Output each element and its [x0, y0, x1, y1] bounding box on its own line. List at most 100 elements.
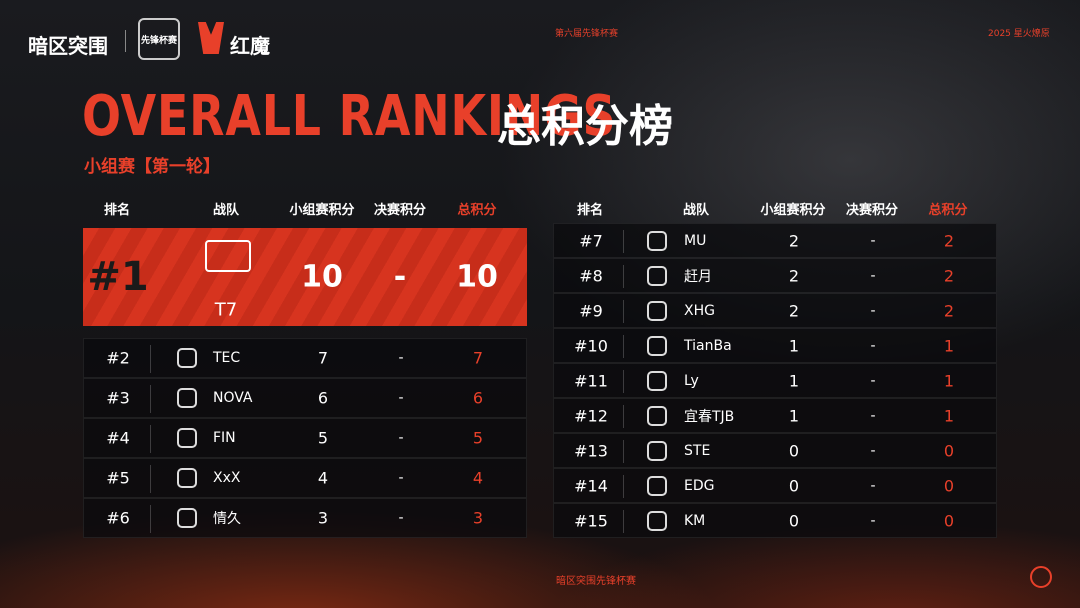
total-points: 7	[472, 348, 484, 368]
rank: #1	[87, 254, 149, 300]
final-points: -	[870, 232, 876, 249]
table-row: #3 NOVA 6 - 6	[83, 378, 527, 418]
team: STE	[684, 442, 711, 459]
total-points: 1	[943, 371, 955, 390]
team: MU	[684, 232, 707, 249]
separator	[623, 405, 624, 428]
table-row: #5 XxX 4 - 4	[83, 458, 527, 498]
total-points: 3	[472, 508, 484, 528]
final-points: -	[870, 512, 876, 529]
separator	[623, 300, 624, 323]
team: TianBa	[684, 337, 732, 354]
team-logo	[647, 230, 667, 251]
team-logo	[647, 440, 667, 461]
team: KM	[684, 512, 706, 529]
group-points: 3	[317, 508, 329, 528]
team: FIN	[213, 430, 236, 446]
team: T7	[214, 299, 238, 321]
column-header: 总积分	[928, 203, 968, 218]
column-header: 战队	[212, 203, 240, 218]
separator	[150, 425, 151, 453]
final-points: -	[870, 372, 876, 389]
total-points: 5	[472, 428, 484, 448]
group-points: 2	[788, 266, 800, 285]
rank: #12	[574, 406, 608, 425]
team: XHG	[684, 302, 715, 319]
team-logo	[647, 300, 667, 321]
rank: #9	[579, 301, 603, 320]
team: 赶月	[684, 268, 712, 285]
team: 宜春TJB	[684, 408, 735, 425]
separator	[623, 440, 624, 463]
total-points: 1	[943, 336, 955, 355]
edition: 第六届先锋杯赛	[555, 29, 619, 39]
team-logo	[177, 468, 197, 488]
brand: 暗区突围	[28, 34, 108, 58]
final-points: -	[398, 390, 404, 406]
table-row: #11 Ly 1 - 1	[553, 363, 997, 398]
table-row: #7 MU 2 - 2	[553, 223, 997, 258]
total-points: 1	[943, 406, 955, 425]
table-row: #8 赶月 2 - 2	[553, 258, 997, 293]
cup-logo: 先锋杯赛	[138, 18, 180, 60]
rank: #10	[574, 336, 608, 355]
final-points: -	[398, 470, 404, 486]
rank: #13	[574, 441, 608, 460]
rank: #11	[574, 371, 608, 390]
sponsor-logo	[198, 22, 224, 54]
group-points: 5	[317, 428, 329, 448]
rank: #4	[106, 428, 130, 448]
team-logo	[647, 475, 667, 496]
team-logo	[177, 428, 197, 448]
team-logo	[647, 265, 667, 286]
group-points: 2	[788, 231, 800, 250]
team-logo	[205, 240, 251, 272]
footer: 暗区突围先锋杯赛	[556, 576, 636, 587]
total-points: 2	[943, 231, 955, 250]
final-points: -	[870, 302, 876, 319]
group-points: 7	[317, 348, 329, 368]
rank: #6	[106, 508, 130, 528]
table-row: #6 情久 3 - 3	[83, 498, 527, 538]
footer-logo	[1030, 566, 1052, 588]
separator	[623, 335, 624, 358]
table-row: #15 KM 0 - 0	[553, 503, 997, 538]
rank: #14	[574, 476, 608, 495]
sponsor: 红魔	[230, 34, 270, 58]
rank: #7	[579, 231, 603, 250]
separator	[623, 230, 624, 253]
total-points: 4	[472, 468, 484, 488]
column-header: 排名	[103, 203, 131, 218]
rank: #8	[579, 266, 603, 285]
table-row: #2 TEC 7 - 7	[83, 338, 527, 378]
column-header: 小组赛积分	[289, 203, 355, 218]
group-points: 4	[317, 468, 329, 488]
title-cn: 总积分榜	[497, 101, 673, 152]
final-points: -	[398, 510, 404, 526]
table-row: #4 FIN 5 - 5	[83, 418, 527, 458]
team: TEC	[213, 350, 241, 366]
title: OVERALL RANKINGS	[82, 84, 617, 149]
group-points: 0	[788, 476, 800, 495]
team: 情久	[213, 511, 241, 527]
team: NOVA	[213, 390, 253, 406]
column-header: 战队	[682, 203, 710, 218]
team-logo	[647, 370, 667, 391]
total-points: 6	[472, 388, 484, 408]
season: 2025 星火燎原	[988, 29, 1050, 39]
separator	[623, 370, 624, 393]
separator	[150, 465, 151, 493]
final-points: -	[870, 337, 876, 354]
divider	[125, 30, 126, 52]
team: EDG	[684, 477, 715, 494]
total-points: 0	[943, 511, 955, 530]
team-logo	[647, 510, 667, 531]
final-points: -	[870, 407, 876, 424]
group-points: 0	[788, 511, 800, 530]
table-row: #9 XHG 2 - 2	[553, 293, 997, 328]
group-points: 0	[788, 441, 800, 460]
team: XxX	[213, 470, 241, 486]
subtitle: 小组赛【第一轮】	[84, 157, 220, 177]
group-points: 1	[788, 336, 800, 355]
total-points: 0	[943, 476, 955, 495]
